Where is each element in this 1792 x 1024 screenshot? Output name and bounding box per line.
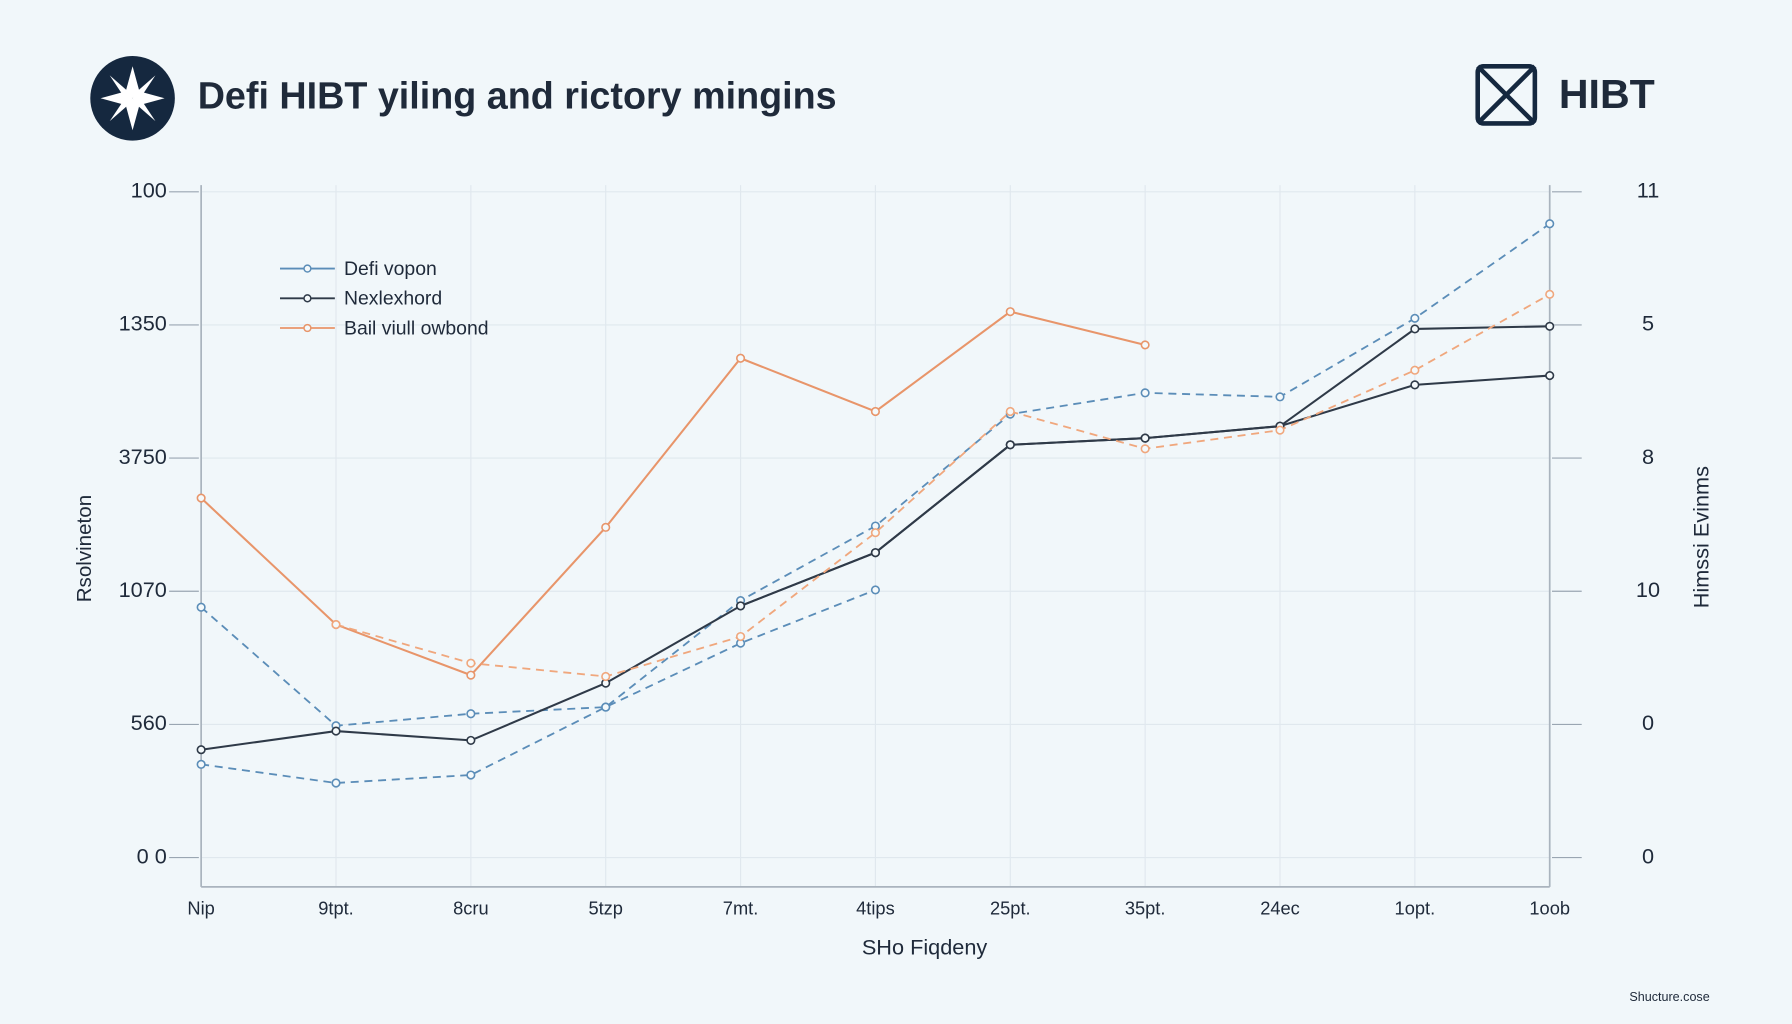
y-axis-label: Rsolvineton [73,495,96,602]
data-point [601,522,611,532]
chart-title: Defi HIBT yiling and rictory mingins [198,74,837,116]
data-point [1140,388,1150,398]
footer: Shucture.cose [1629,990,1709,1004]
data-point [1275,425,1285,435]
legend-label: Bail viull owbond [344,317,489,339]
data-point [1545,321,1555,331]
data-point [870,548,881,558]
x-axis-label: SHo Fiqdeny [862,934,988,959]
legend-label: Nexlexhord [344,288,442,310]
x-tick-label: 4tips [856,898,895,919]
data-point [466,658,476,668]
logo [90,56,175,141]
series-line [201,589,876,784]
legend-label: Defi vopon [344,258,437,280]
series-line [200,310,1146,677]
data-point [870,585,881,595]
data-point [466,709,476,719]
data-point [1410,313,1420,323]
data-point [1140,340,1150,350]
x-tick-label: 25pt. [990,898,1031,919]
y-tick-label: 0 0 [137,843,167,868]
data-point [1275,392,1285,402]
data-point [466,735,476,745]
data-point [331,778,341,788]
brand-icon [1475,63,1538,126]
data-point [466,670,476,680]
data-point [601,671,611,682]
legend-marker [303,323,312,333]
data-point [736,353,746,363]
x-tick-label: Nip [187,898,214,919]
data-point [466,770,476,780]
y-tick-label: 3750 [119,444,167,469]
data-point [1545,289,1555,299]
x-tick-label: 5tzp [588,898,623,919]
y-tick-label: 1350 [119,311,167,336]
data-point [1545,219,1555,229]
data-point [331,619,341,630]
x-tick-label: 1oob [1529,898,1570,919]
data-point [1005,406,1015,417]
data-point [1410,365,1420,375]
x-tick-label: 9tpt. [318,898,354,919]
y2-tick-label: 11 [1637,178,1660,203]
y2-tick-label: 0 [1642,843,1654,868]
data-point [331,726,341,736]
data-point [601,702,611,712]
x-tick-label: 7mt. [723,898,759,919]
x-tick-label: 35pt. [1125,898,1166,919]
data-point [736,601,746,611]
legend-marker [303,294,312,303]
x-tick-label: 1opt. [1395,898,1436,919]
y-tick-label: 560 [131,710,167,735]
data-point [196,602,206,612]
y2-axis-label: Himssi Evinms [1689,466,1714,608]
y-tick-label: 1070 [119,577,167,602]
y-tick-label: 100 [131,178,167,203]
y2-tick-label: 8 [1642,444,1654,469]
data-point [1005,440,1015,450]
data-point [870,528,881,538]
data-point [1140,444,1150,454]
data-point [736,631,746,642]
data-point [196,745,206,755]
x-tick-label: 24ec [1260,898,1300,919]
y2-tick-label: 10 [1636,577,1660,602]
data-point [196,759,206,769]
data-point [1410,324,1420,334]
data-point [1545,370,1555,381]
data-point [1140,433,1150,443]
y2-tick-label: 5 [1642,311,1654,336]
y2-tick-label: 0 [1642,710,1654,735]
brand-name: HIBT [1559,71,1655,117]
legend-marker [303,264,312,273]
data-point [1005,307,1015,317]
x-tick-label: 8cru [453,898,489,919]
data-point [1410,380,1420,390]
series-line [335,293,1551,678]
data-point [870,406,881,417]
data-point [196,493,206,503]
